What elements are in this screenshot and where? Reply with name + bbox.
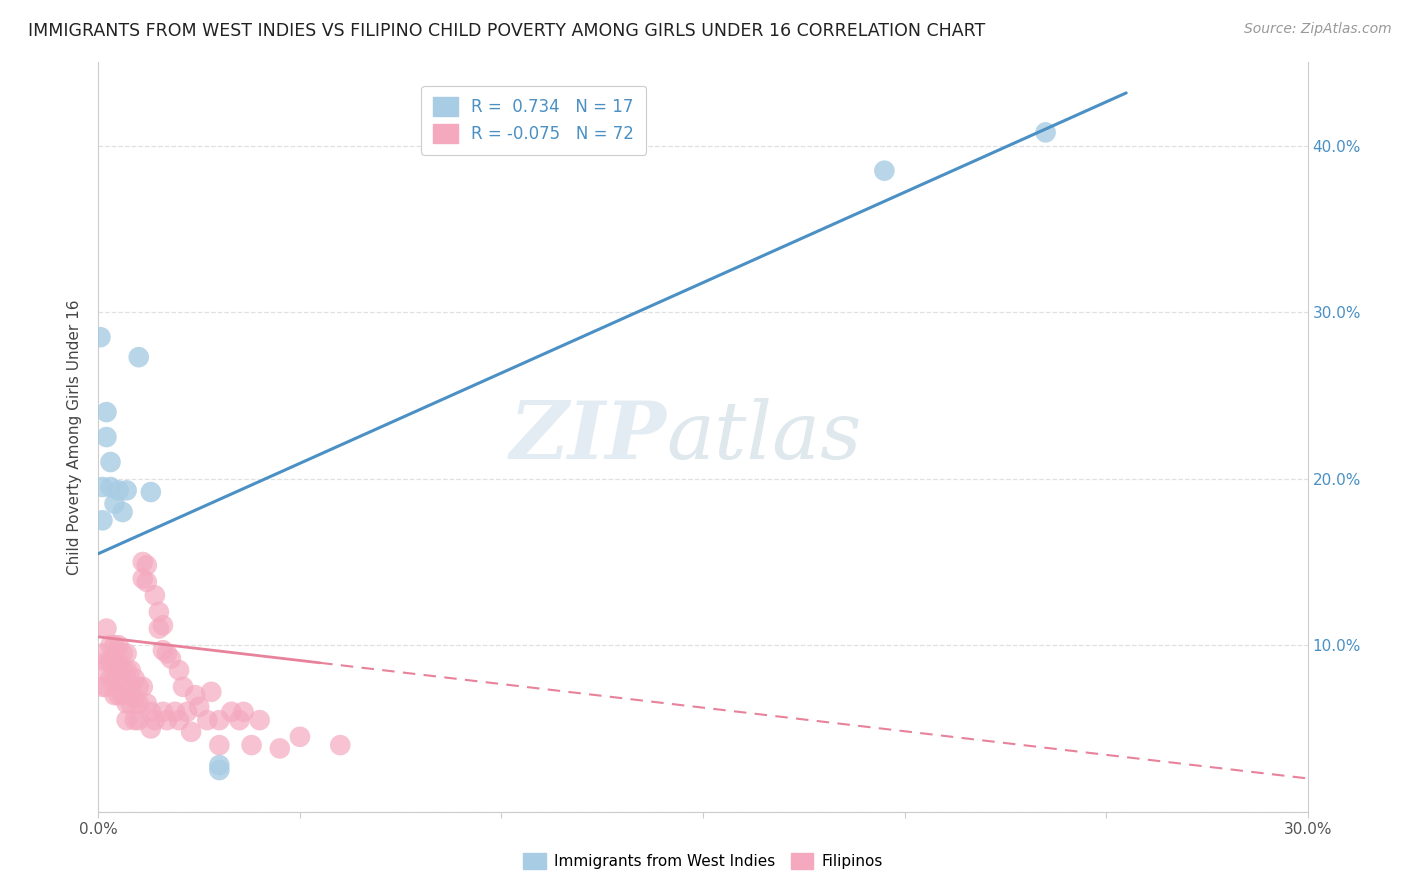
Point bbox=[221, 705, 243, 719]
Text: Source: ZipAtlas.com: Source: ZipAtlas.com bbox=[1244, 22, 1392, 37]
Point bbox=[103, 497, 125, 511]
Point bbox=[188, 699, 211, 714]
Point bbox=[111, 505, 134, 519]
Point bbox=[91, 480, 114, 494]
Point bbox=[167, 663, 190, 677]
Point bbox=[100, 655, 122, 669]
Point bbox=[103, 672, 125, 686]
Point bbox=[228, 713, 250, 727]
Point bbox=[269, 741, 291, 756]
Point bbox=[132, 555, 155, 569]
Point bbox=[96, 430, 118, 444]
Point bbox=[176, 705, 198, 719]
Point bbox=[195, 713, 218, 727]
Point bbox=[139, 485, 162, 500]
Point bbox=[100, 672, 122, 686]
Point bbox=[148, 622, 170, 636]
Point bbox=[120, 697, 142, 711]
Point bbox=[96, 622, 118, 636]
Point bbox=[143, 713, 166, 727]
Y-axis label: Child Poverty Among Girls Under 16: Child Poverty Among Girls Under 16 bbox=[67, 300, 83, 574]
Point bbox=[115, 713, 138, 727]
Point bbox=[180, 724, 202, 739]
Point bbox=[107, 655, 129, 669]
Point bbox=[200, 685, 222, 699]
Point bbox=[91, 513, 114, 527]
Point bbox=[120, 680, 142, 694]
Point bbox=[167, 713, 190, 727]
Text: ZIP: ZIP bbox=[510, 399, 666, 475]
Point bbox=[111, 647, 134, 661]
Point bbox=[143, 588, 166, 602]
Point bbox=[96, 405, 118, 419]
Point bbox=[329, 738, 352, 752]
Point bbox=[111, 663, 134, 677]
Point bbox=[96, 655, 118, 669]
Point bbox=[89, 330, 111, 344]
Point bbox=[184, 688, 207, 702]
Point bbox=[208, 758, 231, 772]
Point bbox=[1035, 125, 1057, 139]
Point bbox=[100, 638, 122, 652]
Point bbox=[115, 663, 138, 677]
Point bbox=[160, 651, 183, 665]
Point bbox=[128, 350, 150, 364]
Legend: Immigrants from West Indies, Filipinos: Immigrants from West Indies, Filipinos bbox=[517, 847, 889, 875]
Point bbox=[208, 738, 231, 752]
Point bbox=[103, 688, 125, 702]
Point bbox=[91, 680, 114, 694]
Point bbox=[103, 655, 125, 669]
Point bbox=[115, 697, 138, 711]
Point bbox=[103, 638, 125, 652]
Point bbox=[128, 697, 150, 711]
Point bbox=[139, 705, 162, 719]
Point bbox=[288, 730, 311, 744]
Point bbox=[124, 691, 146, 706]
Point bbox=[135, 697, 157, 711]
Point bbox=[873, 163, 896, 178]
Point bbox=[107, 688, 129, 702]
Point bbox=[115, 483, 138, 498]
Point bbox=[240, 738, 263, 752]
Point bbox=[128, 713, 150, 727]
Point bbox=[249, 713, 271, 727]
Point bbox=[124, 713, 146, 727]
Point bbox=[156, 647, 179, 661]
Point bbox=[100, 480, 122, 494]
Point bbox=[152, 643, 174, 657]
Point bbox=[208, 763, 231, 777]
Point bbox=[115, 680, 138, 694]
Point bbox=[115, 647, 138, 661]
Point bbox=[152, 618, 174, 632]
Point bbox=[111, 688, 134, 702]
Point bbox=[91, 647, 114, 661]
Point bbox=[128, 680, 150, 694]
Point bbox=[132, 680, 155, 694]
Point bbox=[132, 572, 155, 586]
Point bbox=[172, 680, 194, 694]
Point bbox=[100, 455, 122, 469]
Point bbox=[96, 680, 118, 694]
Point bbox=[135, 558, 157, 573]
Point bbox=[139, 722, 162, 736]
Point bbox=[120, 663, 142, 677]
Point bbox=[107, 672, 129, 686]
Point bbox=[91, 663, 114, 677]
Point bbox=[135, 574, 157, 589]
Point bbox=[208, 713, 231, 727]
Point bbox=[148, 605, 170, 619]
Point bbox=[163, 705, 186, 719]
Legend: R =  0.734   N = 17, R = -0.075   N = 72: R = 0.734 N = 17, R = -0.075 N = 72 bbox=[422, 86, 645, 154]
Point bbox=[124, 672, 146, 686]
Text: IMMIGRANTS FROM WEST INDIES VS FILIPINO CHILD POVERTY AMONG GIRLS UNDER 16 CORRE: IMMIGRANTS FROM WEST INDIES VS FILIPINO … bbox=[28, 22, 986, 40]
Point bbox=[107, 483, 129, 498]
Point bbox=[232, 705, 254, 719]
Text: atlas: atlas bbox=[666, 399, 862, 475]
Point bbox=[156, 713, 179, 727]
Point bbox=[107, 638, 129, 652]
Point bbox=[152, 705, 174, 719]
